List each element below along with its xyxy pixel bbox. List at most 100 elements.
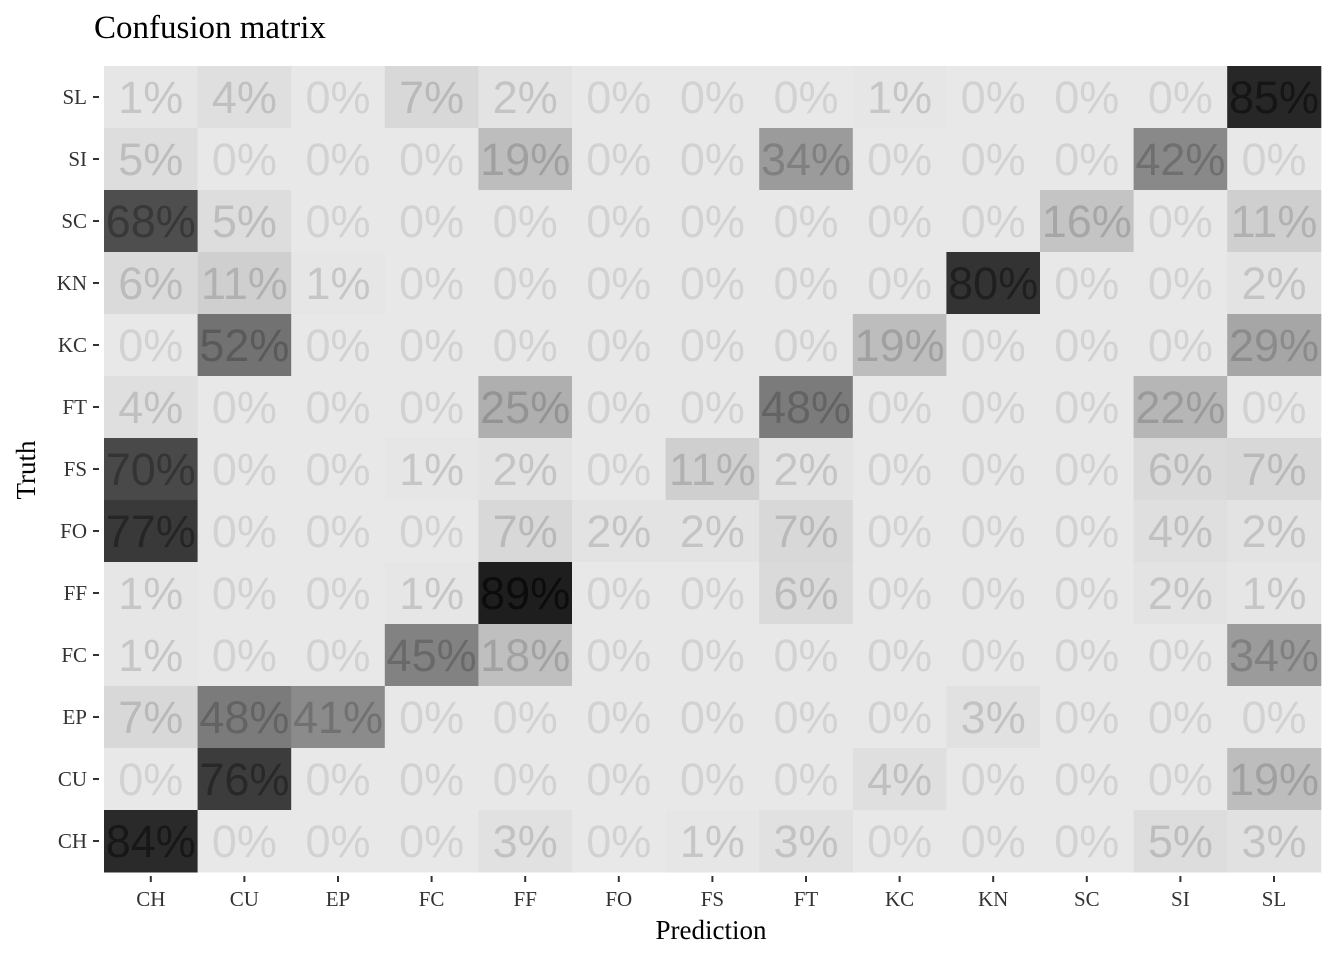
heatmap-cell bbox=[384, 438, 479, 501]
cell-value-label: 0% bbox=[867, 382, 932, 433]
cell-value-label: 1% bbox=[867, 72, 932, 123]
cell-value-label: 77% bbox=[106, 506, 196, 557]
cell-value-label: 0% bbox=[399, 196, 464, 247]
heatmap-cell bbox=[852, 66, 947, 129]
cell-value-label: 68% bbox=[106, 196, 196, 247]
cell-value-label: 0% bbox=[961, 568, 1026, 619]
heatmap-cell bbox=[759, 376, 854, 439]
heatmap-cell bbox=[665, 686, 760, 749]
cell-value-label: 1% bbox=[118, 72, 183, 123]
cell-value-label: 0% bbox=[1054, 506, 1119, 557]
cell-value-label: 0% bbox=[1054, 72, 1119, 123]
heatmap-cell bbox=[946, 748, 1041, 811]
cell-value-label: 0% bbox=[586, 258, 651, 309]
heatmap-cell bbox=[104, 500, 199, 563]
heatmap-cell bbox=[946, 624, 1041, 687]
cell-value-label: 2% bbox=[1241, 258, 1306, 309]
heatmap-cell bbox=[197, 748, 292, 811]
cell-value-label: 0% bbox=[493, 258, 558, 309]
cell-value-label: 16% bbox=[1042, 196, 1132, 247]
heatmap-cell bbox=[1133, 314, 1228, 377]
cell-value-label: 2% bbox=[1241, 506, 1306, 557]
heatmap-cells: 1% 4% 0% 7% 2% 0% 0% 0% 1% 0% 0% 0% 85% 5% 0% 0% 0% 19% 0%… bbox=[104, 66, 1322, 873]
heatmap-cell bbox=[852, 686, 947, 749]
cell-value-label: 48% bbox=[199, 692, 289, 743]
heatmap-cell bbox=[1133, 252, 1228, 315]
cell-value-label: 0% bbox=[212, 444, 277, 495]
chart-title: Confusion matrix bbox=[94, 10, 326, 46]
heatmap-cell bbox=[572, 624, 667, 687]
heatmap-cell bbox=[946, 562, 1041, 625]
y-tick-label: SC bbox=[61, 209, 87, 233]
heatmap-cell bbox=[759, 500, 854, 563]
heatmap-cell bbox=[1040, 686, 1135, 749]
heatmap-cell bbox=[1227, 376, 1322, 439]
y-tick-label: KC bbox=[58, 333, 87, 357]
heatmap-cell bbox=[1133, 500, 1228, 563]
heatmap-cell bbox=[1040, 66, 1135, 129]
cell-value-label: 0% bbox=[961, 754, 1026, 805]
heatmap-cell bbox=[572, 376, 667, 439]
y-tick-label: FS bbox=[64, 457, 87, 481]
heatmap-cell bbox=[1227, 500, 1322, 563]
x-tick-label: FF bbox=[514, 887, 537, 911]
cell-value-label: 0% bbox=[961, 320, 1026, 371]
heatmap-cell bbox=[1227, 314, 1322, 377]
cell-value-label: 6% bbox=[1148, 444, 1213, 495]
heatmap-cell bbox=[384, 190, 479, 253]
cell-value-label: 0% bbox=[773, 692, 838, 743]
cell-value-label: 0% bbox=[680, 568, 745, 619]
heatmap-cell bbox=[291, 376, 386, 439]
heatmap-cell bbox=[104, 128, 199, 191]
cell-value-label: 0% bbox=[305, 320, 370, 371]
heatmap-cell bbox=[572, 686, 667, 749]
heatmap-cell bbox=[759, 810, 854, 873]
heatmap-cell bbox=[478, 810, 573, 873]
cell-value-label: 0% bbox=[212, 816, 277, 867]
cell-value-label: 0% bbox=[1054, 630, 1119, 681]
heatmap-cell bbox=[946, 810, 1041, 873]
heatmap-cell bbox=[1227, 748, 1322, 811]
heatmap-cell bbox=[1040, 748, 1135, 811]
heatmap-cell bbox=[572, 190, 667, 253]
cell-value-label: 34% bbox=[1229, 630, 1319, 681]
heatmap-cell bbox=[759, 624, 854, 687]
heatmap-cell bbox=[1040, 562, 1135, 625]
cell-value-label: 0% bbox=[305, 506, 370, 557]
cell-value-label: 0% bbox=[773, 754, 838, 805]
heatmap-cell bbox=[384, 128, 479, 191]
heatmap-cell bbox=[759, 190, 854, 253]
cell-value-label: 0% bbox=[1148, 196, 1213, 247]
cell-value-label: 0% bbox=[961, 630, 1026, 681]
heatmap-cell bbox=[291, 686, 386, 749]
cell-value-label: 0% bbox=[212, 568, 277, 619]
x-axis: CH CU EP FC FF FO FS FT KC KN SC SI SL bbox=[136, 876, 1286, 911]
cell-value-label: 0% bbox=[1148, 692, 1213, 743]
heatmap-cell bbox=[1227, 66, 1322, 129]
cell-value-label: 0% bbox=[1054, 134, 1119, 185]
cell-value-label: 0% bbox=[399, 134, 464, 185]
cell-value-label: 1% bbox=[305, 258, 370, 309]
cell-value-label: 85% bbox=[1229, 72, 1319, 123]
cell-value-label: 0% bbox=[867, 568, 932, 619]
cell-value-label: 0% bbox=[399, 692, 464, 743]
heatmap-cell bbox=[1227, 438, 1322, 501]
cell-value-label: 7% bbox=[1241, 444, 1306, 495]
cell-value-label: 0% bbox=[305, 444, 370, 495]
heatmap-cell bbox=[478, 128, 573, 191]
heatmap-cell bbox=[759, 128, 854, 191]
heatmap-cell bbox=[104, 376, 199, 439]
cell-value-label: 0% bbox=[1148, 320, 1213, 371]
cell-value-label: 0% bbox=[867, 630, 932, 681]
cell-value-label: 3% bbox=[961, 692, 1026, 743]
cell-value-label: 4% bbox=[212, 72, 277, 123]
cell-value-label: 0% bbox=[961, 134, 1026, 185]
cell-value-label: 25% bbox=[480, 382, 570, 433]
heatmap-cell bbox=[1133, 686, 1228, 749]
x-axis-title: Prediction bbox=[656, 915, 767, 945]
cell-value-label: 0% bbox=[493, 754, 558, 805]
heatmap-cell bbox=[197, 624, 292, 687]
heatmap-cell bbox=[291, 252, 386, 315]
cell-value-label: 1% bbox=[1241, 568, 1306, 619]
cell-value-label: 2% bbox=[680, 506, 745, 557]
